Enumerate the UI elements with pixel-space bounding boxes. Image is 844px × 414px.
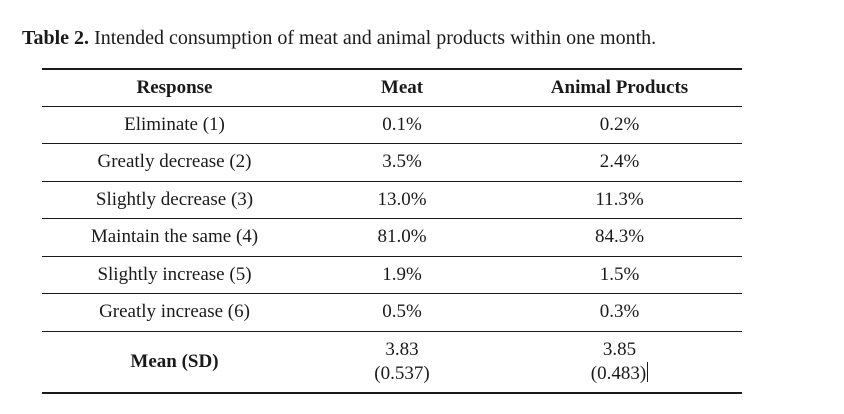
table-row: Maintain the same (4) 81.0% 84.3%	[42, 218, 742, 257]
meat-cell: 0.5%	[307, 293, 497, 332]
meat-mean-cell: 3.83 (0.537)	[307, 331, 497, 394]
mean-row: Mean (SD) 3.83 (0.537) 3.85 (0.483)	[42, 331, 742, 394]
response-cell: Slightly decrease (3)	[42, 181, 307, 219]
header-response: Response	[42, 68, 307, 107]
table-row: Greatly increase (6) 0.5% 0.3%	[42, 293, 742, 332]
table-row: Slightly increase (5) 1.9% 1.5%	[42, 256, 742, 294]
meat-cell: 1.9%	[307, 256, 497, 294]
response-cell: Eliminate (1)	[42, 106, 307, 144]
response-cell: Greatly decrease (2)	[42, 143, 307, 182]
header-meat: Meat	[307, 68, 497, 107]
meat-cell: 0.1%	[307, 106, 497, 144]
table-row: Greatly decrease (2) 3.5% 2.4%	[42, 143, 742, 182]
table-row: Eliminate (1) 0.1% 0.2%	[42, 106, 742, 144]
header-animal-products: Animal Products	[497, 68, 742, 107]
animal-cell: 11.3%	[497, 181, 742, 219]
animal-mean-cell: 3.85 (0.483)	[497, 331, 742, 394]
animal-cell: 1.5%	[497, 256, 742, 294]
animal-cell: 0.3%	[497, 293, 742, 332]
response-cell: Slightly increase (5)	[42, 256, 307, 294]
animal-sd-value: (0.483)	[590, 362, 647, 384]
mean-label: Mean (SD)	[42, 331, 307, 394]
response-cell: Greatly increase (6)	[42, 293, 307, 332]
header-row: Response Meat Animal Products	[42, 68, 742, 107]
animal-cell: 2.4%	[497, 143, 742, 182]
meat-mean-value: 3.83	[385, 338, 419, 360]
text-cursor	[647, 361, 649, 382]
meat-cell: 13.0%	[307, 181, 497, 219]
table-caption: Table 2. Intended consumption of meat an…	[22, 26, 656, 50]
meat-sd-value: (0.537)	[374, 362, 430, 384]
meat-cell: 81.0%	[307, 218, 497, 257]
animal-cell: 0.2%	[497, 106, 742, 144]
meat-cell: 3.5%	[307, 143, 497, 182]
animal-mean-value: 3.85	[602, 338, 637, 360]
caption-label: Table 2.	[22, 27, 90, 49]
animal-sd-line: (0.483)	[497, 361, 742, 386]
consumption-table: Response Meat Animal Products Eliminate …	[42, 68, 742, 394]
response-cell: Maintain the same (4)	[42, 218, 307, 257]
table-row: Slightly decrease (3) 13.0% 11.3%	[42, 181, 742, 219]
animal-cell: 84.3%	[497, 218, 742, 257]
caption-text: Intended consumption of meat and animal …	[94, 27, 657, 49]
